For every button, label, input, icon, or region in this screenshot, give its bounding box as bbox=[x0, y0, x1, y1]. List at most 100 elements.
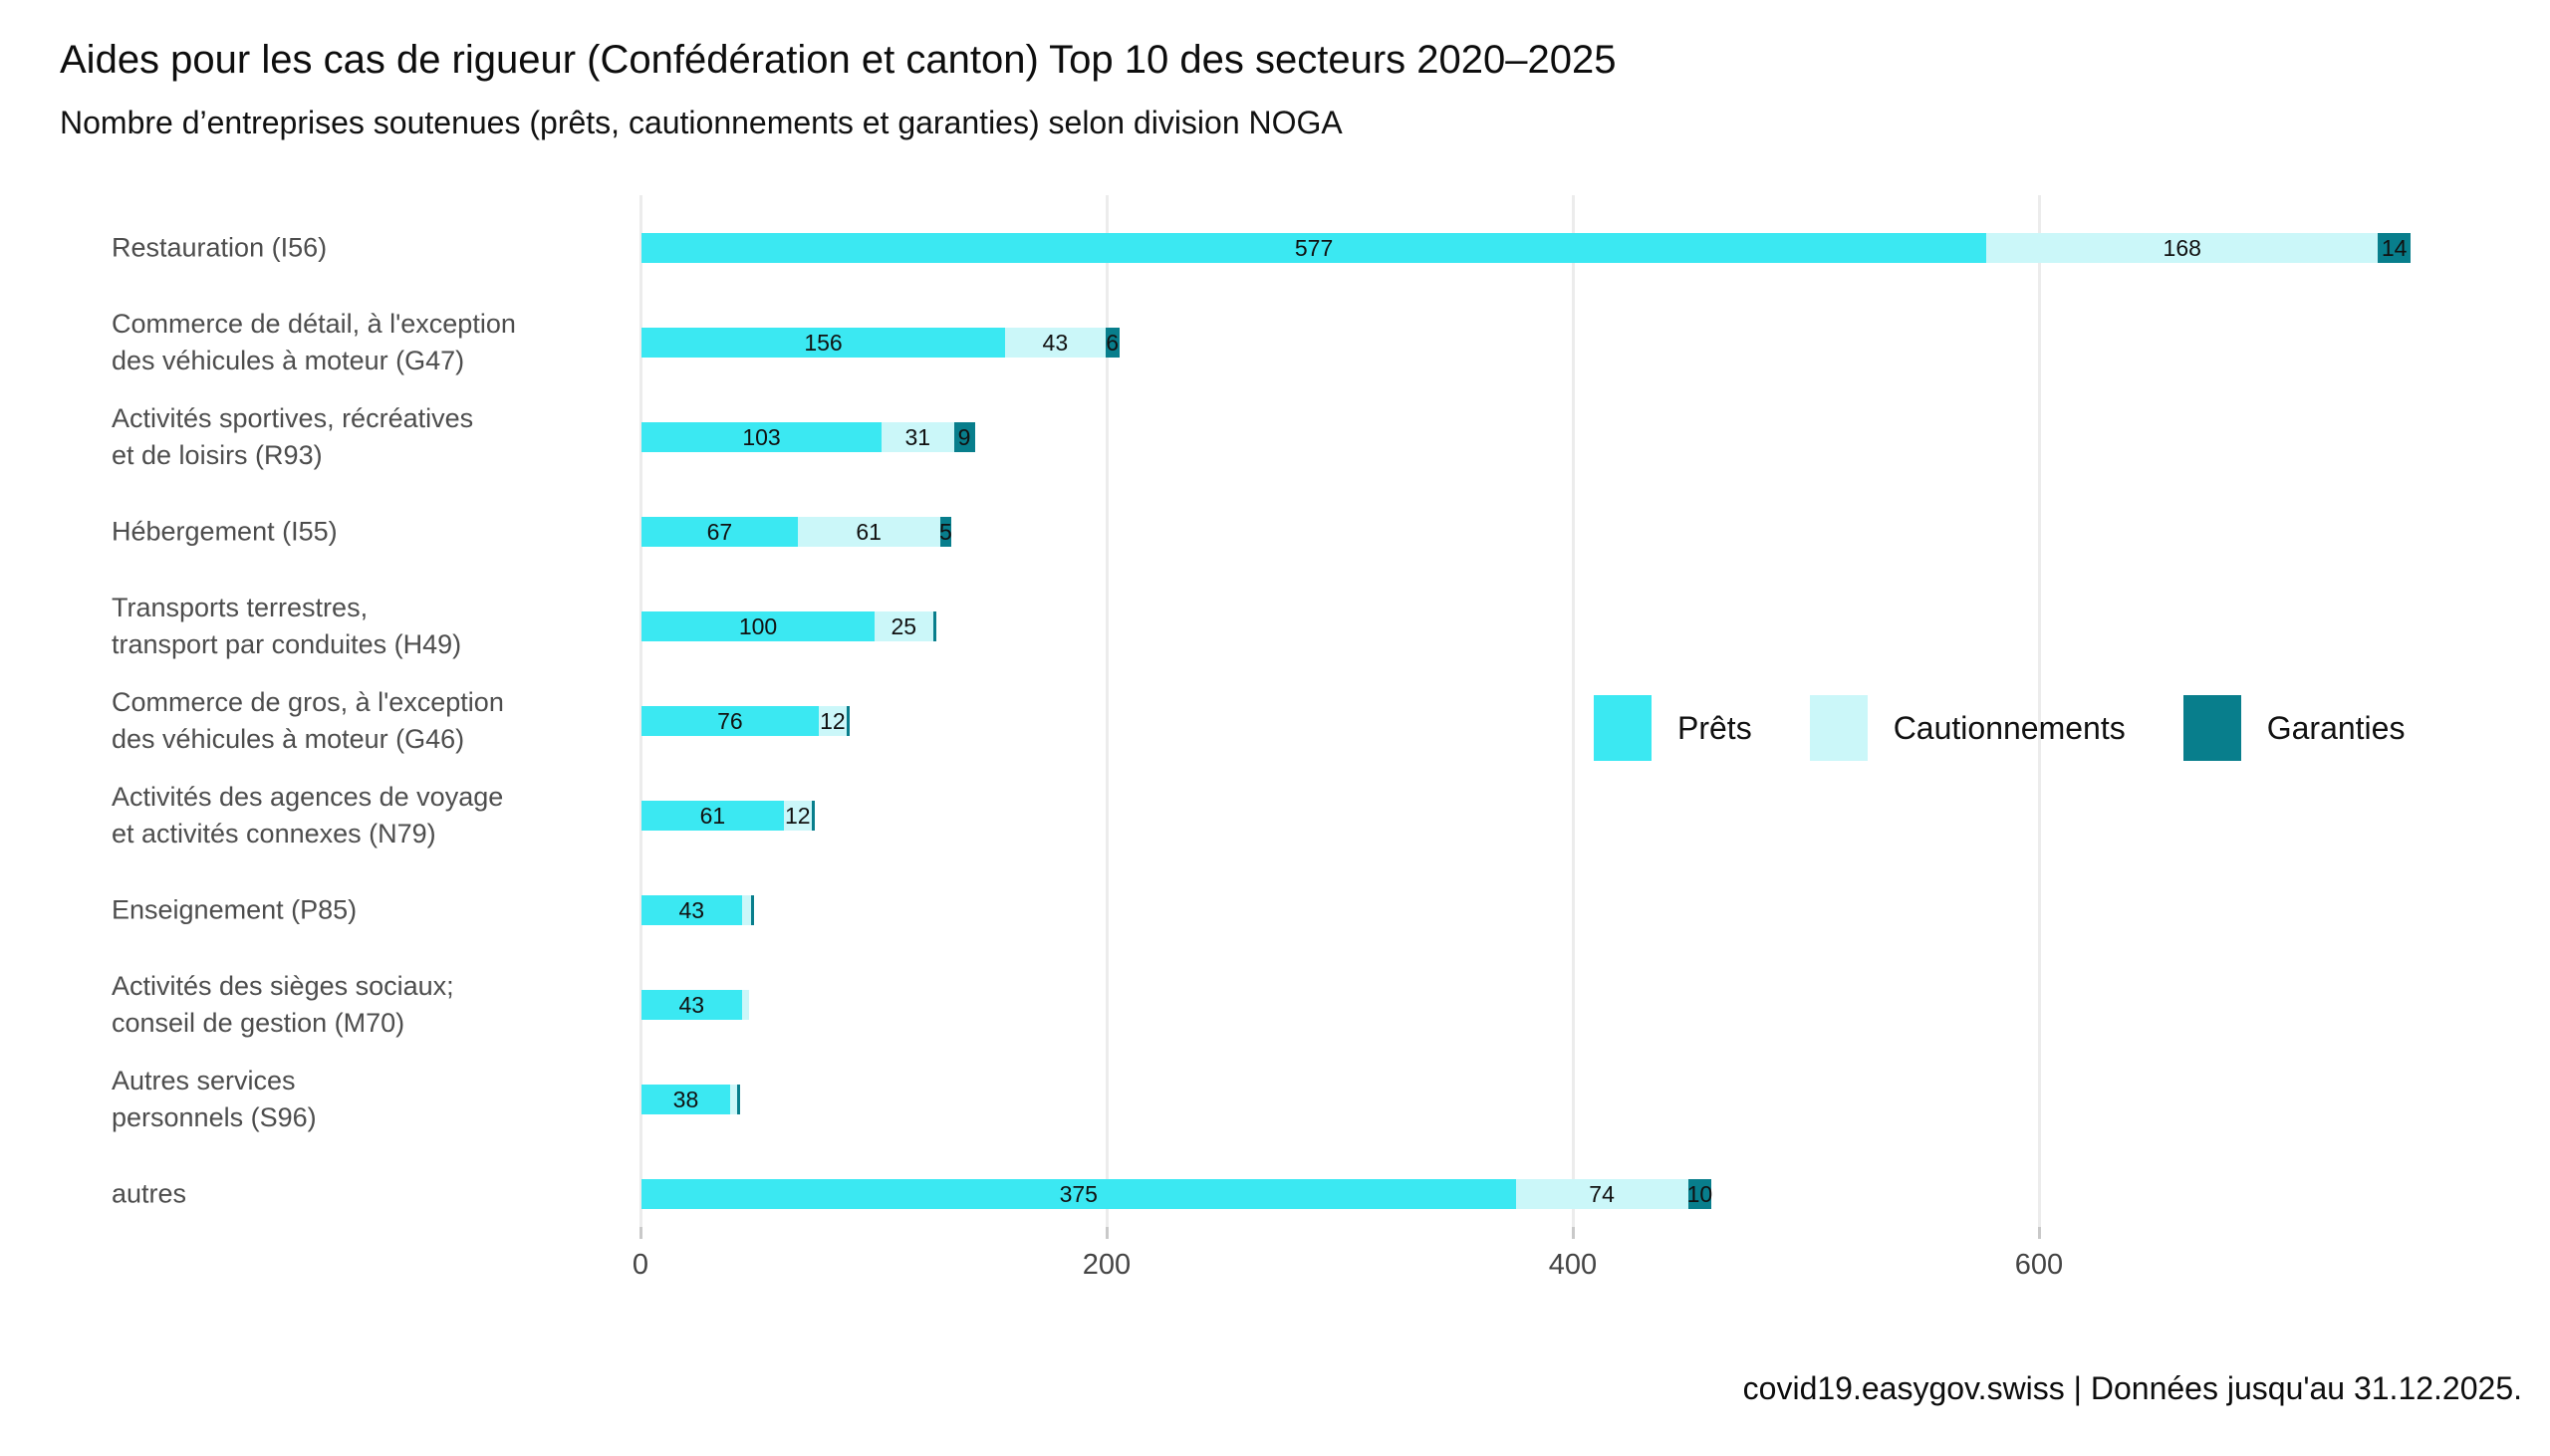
bar-value-label: 100 bbox=[738, 612, 778, 639]
bar-segment-garanties[interactable]: 6 bbox=[1105, 328, 1120, 358]
bar-value-label: 76 bbox=[717, 707, 743, 734]
stacked-bar: 577 168 14 bbox=[641, 233, 2412, 263]
category-label: Activités des sièges sociaux; conseil de… bbox=[112, 971, 454, 1038]
bar-value-label: 12 bbox=[820, 707, 846, 734]
stacked-bar: 43 bbox=[641, 895, 755, 925]
bar-value-label: 12 bbox=[784, 802, 811, 829]
bar-segment-prets[interactable]: 43 bbox=[641, 990, 742, 1020]
category-label: Activités sportives, récréatives et de l… bbox=[112, 403, 474, 470]
x-tick-label-400: 400 bbox=[1548, 1249, 1598, 1281]
bar-segment-cautionnements[interactable] bbox=[729, 1085, 737, 1114]
legend: Prêts Cautionnements Garanties bbox=[1594, 695, 2405, 761]
bar-segment-cautionnements[interactable]: 43 bbox=[1005, 328, 1106, 358]
bar-segment-garanties[interactable] bbox=[750, 895, 755, 925]
legend-label-prets: Prêts bbox=[1677, 709, 1752, 746]
legend-swatch-prets-icon bbox=[1594, 695, 1652, 761]
bar-value-label: 43 bbox=[1042, 329, 1069, 356]
x-tickmark-400 bbox=[1571, 1227, 1575, 1239]
bar-segment-prets[interactable]: 76 bbox=[641, 706, 819, 736]
x-tick-label-600: 600 bbox=[2014, 1249, 2064, 1281]
legend-item-garanties[interactable]: Garanties bbox=[2182, 695, 2405, 761]
bar-value-label: 103 bbox=[742, 423, 781, 450]
bar-segment-prets[interactable]: 375 bbox=[641, 1179, 1516, 1209]
category-label: Autres services personnels (S96) bbox=[112, 1066, 317, 1132]
bar-segment-prets[interactable]: 67 bbox=[641, 517, 798, 547]
bar-value-label: 25 bbox=[891, 612, 917, 639]
bar-segment-garanties[interactable]: 5 bbox=[939, 517, 952, 547]
legend-label-cautionnements: Cautionnements bbox=[1893, 709, 2126, 746]
category-label: Transports terrestres, transport par con… bbox=[112, 593, 462, 659]
bar-value-label: 38 bbox=[672, 1086, 699, 1112]
bar-segment-prets[interactable]: 156 bbox=[641, 328, 1006, 358]
bar-segment-garanties[interactable]: 9 bbox=[953, 422, 975, 452]
category-label: Enseignement (P85) bbox=[112, 894, 358, 925]
stacked-bar: 375 74 10 bbox=[641, 1179, 1713, 1209]
bar-value-label: 6 bbox=[1106, 329, 1120, 356]
bar-value-label: 156 bbox=[804, 329, 843, 356]
x-tickmark-200 bbox=[1105, 1227, 1109, 1239]
x-tick-label-200: 200 bbox=[1082, 1249, 1132, 1281]
bar-segment-cautionnements[interactable]: 12 bbox=[783, 801, 812, 831]
legend-swatch-garanties-icon bbox=[2182, 695, 2241, 761]
x-tickmark-600 bbox=[2037, 1227, 2041, 1239]
bar-segment-cautionnements[interactable]: 25 bbox=[875, 611, 933, 641]
bar-segment-prets[interactable]: 577 bbox=[641, 233, 1987, 263]
chart-title: Aides pour les cas de rigueur (Confédéra… bbox=[60, 38, 1617, 82]
gridline-600 bbox=[2037, 195, 2041, 1227]
bar-segment-cautionnements[interactable]: 12 bbox=[818, 706, 847, 736]
source-caption: covid19.easygov.swiss | Données jusqu'au… bbox=[1742, 1370, 2522, 1406]
stacked-bar: 67 61 5 bbox=[641, 517, 952, 547]
chart-subtitle: Nombre d’entreprises soutenues (prêts, c… bbox=[60, 105, 1343, 140]
bar-segment-garanties[interactable] bbox=[736, 1085, 741, 1114]
bar-segment-prets[interactable]: 43 bbox=[641, 895, 742, 925]
bar-segment-garanties[interactable]: 10 bbox=[1686, 1179, 1713, 1209]
bar-value-label: 74 bbox=[1589, 1180, 1615, 1207]
bar-segment-prets[interactable]: 100 bbox=[641, 611, 875, 641]
bar-segment-prets[interactable]: 38 bbox=[641, 1085, 730, 1114]
bar-segment-cautionnements[interactable]: 74 bbox=[1515, 1179, 1688, 1209]
bar-value-label: 14 bbox=[2381, 234, 2408, 261]
x-tick-label-0: 0 bbox=[632, 1249, 649, 1281]
bar-segment-prets[interactable]: 103 bbox=[641, 422, 883, 452]
stacked-bar: 156 43 6 bbox=[641, 328, 1120, 358]
gridline-400 bbox=[1571, 195, 1575, 1227]
stacked-bar: 38 bbox=[641, 1085, 741, 1114]
bar-segment-garanties[interactable] bbox=[932, 611, 936, 641]
bar-segment-cautionnements[interactable]: 31 bbox=[882, 422, 954, 452]
bar-segment-garanties[interactable]: 14 bbox=[2378, 233, 2412, 263]
category-label: Commerce de détail, à l'exception des vé… bbox=[112, 309, 516, 375]
legend-swatch-cautionnements-icon bbox=[1809, 695, 1868, 761]
bar-segment-cautionnements[interactable]: 168 bbox=[1986, 233, 2379, 263]
stacked-bar: 103 31 9 bbox=[641, 422, 975, 452]
category-label: Hébergement (I55) bbox=[112, 516, 338, 547]
bar-value-label: 31 bbox=[904, 423, 931, 450]
bar-segment-garanties[interactable] bbox=[811, 801, 816, 831]
gridline-0 bbox=[638, 195, 642, 1227]
x-tickmark-0 bbox=[638, 1227, 642, 1239]
stacked-bar: 76 12 bbox=[641, 706, 851, 736]
bar-value-label: 10 bbox=[1686, 1180, 1713, 1207]
category-label: autres bbox=[112, 1178, 187, 1209]
legend-item-prets[interactable]: Prêts bbox=[1594, 695, 1752, 761]
bar-segment-cautionnements[interactable] bbox=[741, 990, 749, 1020]
bar-segment-garanties[interactable] bbox=[846, 706, 851, 736]
bar-value-label: 577 bbox=[1294, 234, 1334, 261]
bar-value-label: 9 bbox=[957, 423, 971, 450]
legend-item-cautionnements[interactable]: Cautionnements bbox=[1809, 695, 2126, 761]
category-label: Commerce de gros, à l'exception des véhi… bbox=[112, 687, 504, 754]
stacked-bar: 61 12 bbox=[641, 801, 816, 831]
bar-segment-prets[interactable]: 61 bbox=[641, 801, 784, 831]
gridline-200 bbox=[1105, 195, 1109, 1227]
bar-segment-cautionnements[interactable]: 61 bbox=[797, 517, 940, 547]
stacked-bar: 43 bbox=[641, 990, 749, 1020]
category-label: Restauration (I56) bbox=[112, 232, 328, 263]
category-label: Activités des agences de voyage et activ… bbox=[112, 782, 504, 849]
bar-value-label: 61 bbox=[856, 518, 882, 545]
bar-value-label: 43 bbox=[678, 896, 705, 923]
bar-value-label: 61 bbox=[699, 802, 726, 829]
stacked-bar: 100 25 bbox=[641, 611, 936, 641]
bar-segment-cautionnements[interactable] bbox=[741, 895, 751, 925]
bar-value-label: 375 bbox=[1059, 1180, 1098, 1207]
